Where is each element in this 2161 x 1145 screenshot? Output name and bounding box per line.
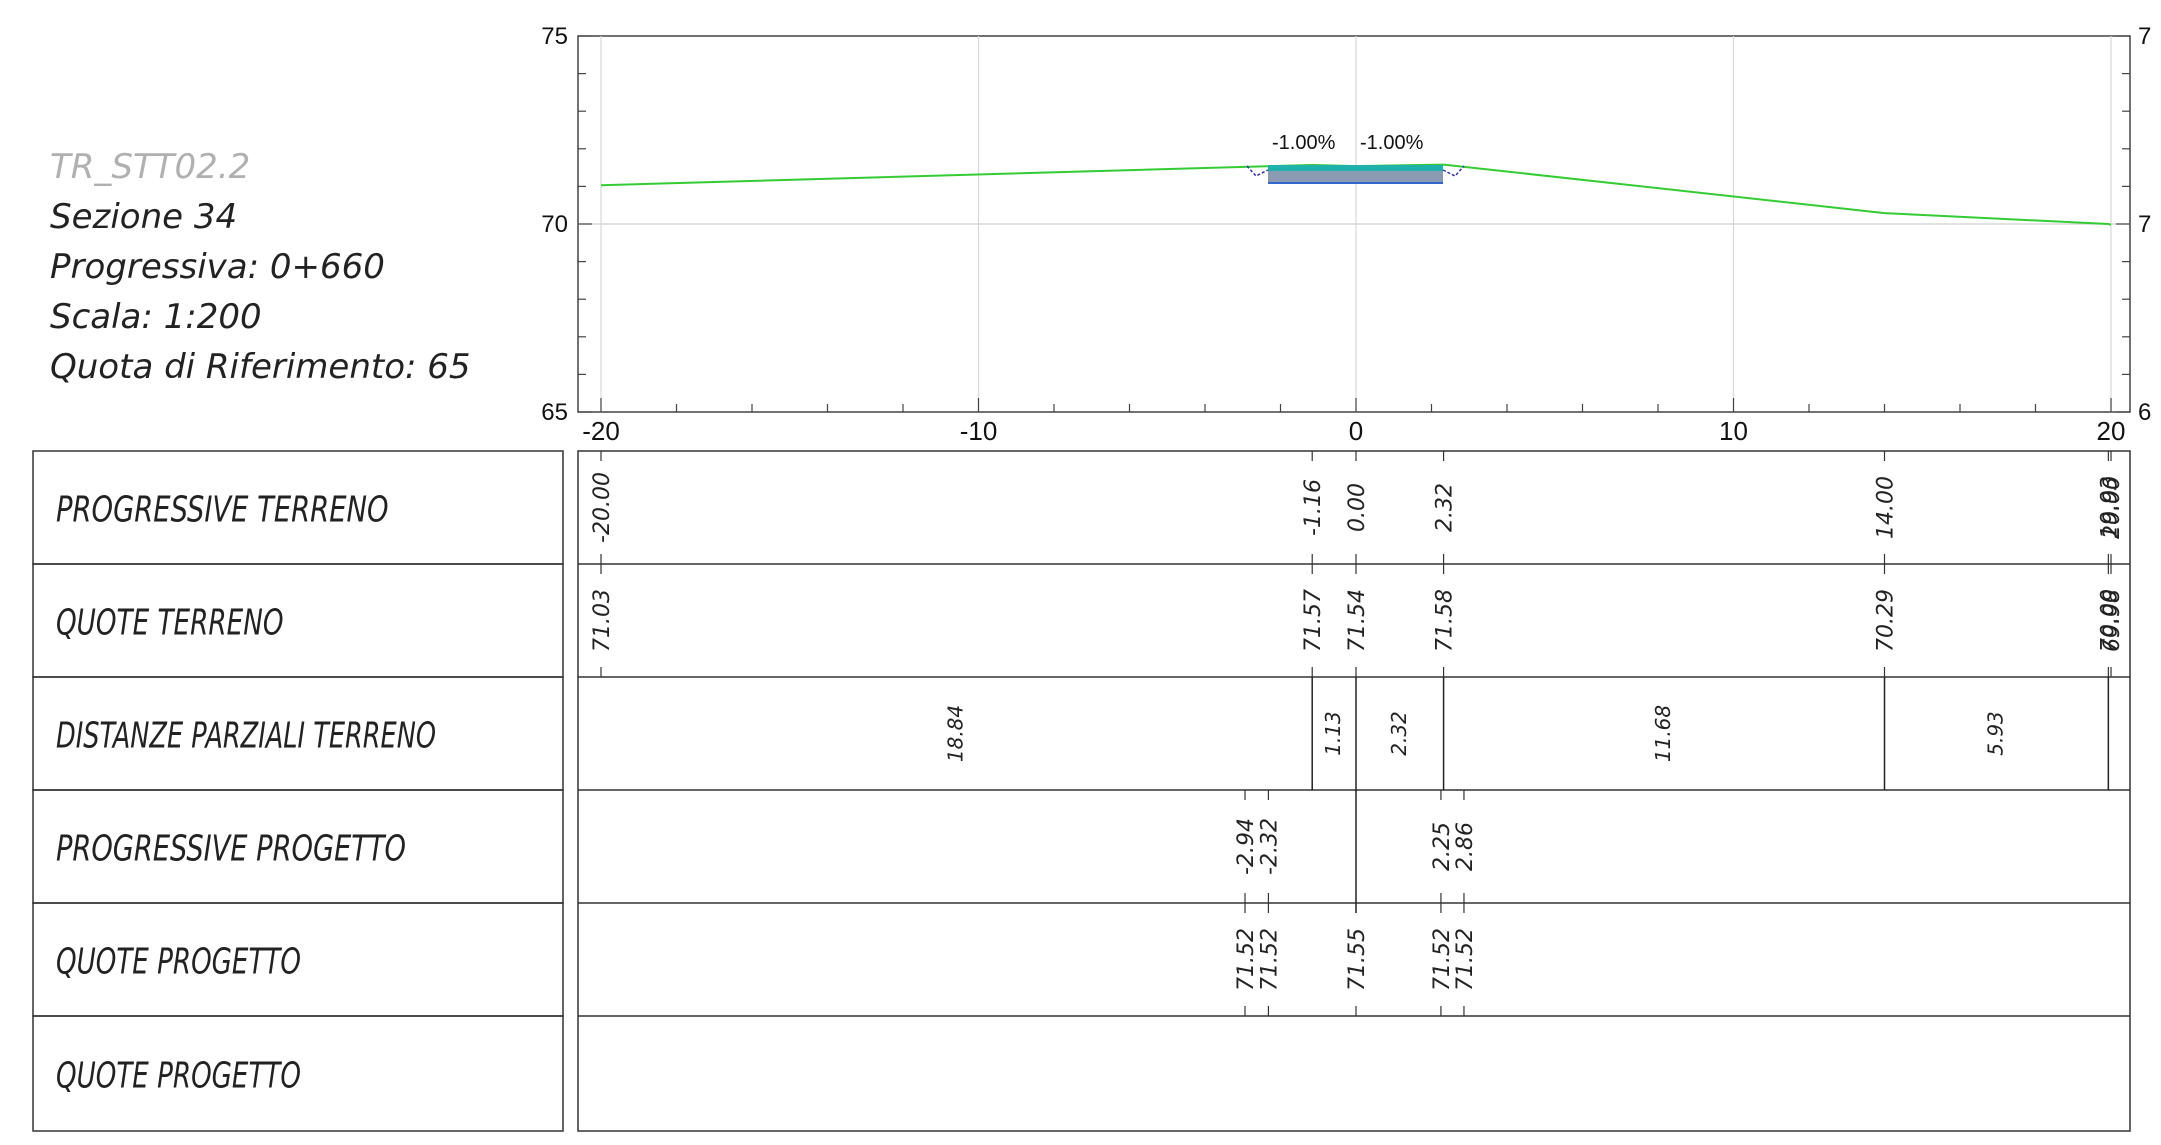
progressive-terreno-value: 20.00 bbox=[2100, 476, 2125, 539]
y-tick-label-right: 6 bbox=[2138, 399, 2151, 426]
title-reference-level: Quota di Riferimento: 65 bbox=[50, 347, 471, 387]
quote-progetto-value: 71.52 bbox=[1453, 928, 1478, 991]
x-tick-label: 0 bbox=[1349, 416, 1363, 446]
progressive-terreno-value: -20.00 bbox=[590, 472, 615, 543]
quote-progetto-value: 71.55 bbox=[1345, 928, 1370, 991]
y-axis-ticks: 75 70 65 7 7 6 bbox=[541, 23, 2151, 426]
title-code: TR_STT02.2 bbox=[50, 147, 250, 187]
quote-terreno-value: 71.57 bbox=[1301, 589, 1326, 652]
progressive-terreno-value: 19.93 bbox=[2097, 476, 2122, 539]
y-tick-label-right: 7 bbox=[2138, 23, 2151, 50]
quote-terreno-value: 70.00 bbox=[2097, 589, 2122, 652]
table-row-dividers bbox=[578, 563, 2130, 1017]
road-pavement bbox=[1246, 165, 1465, 184]
slope-label-right: -1.00% bbox=[1360, 132, 1424, 154]
header-cell bbox=[32, 1015, 564, 1132]
distance-value: 2.32 bbox=[1387, 711, 1411, 756]
quote-progetto-value: 71.52 bbox=[1257, 928, 1282, 991]
x-axis-ticks: -20 -10 0 10 20 bbox=[582, 398, 2125, 446]
quote-progetto-value: 71.52 bbox=[1430, 928, 1455, 991]
pavement-layer-top bbox=[1268, 165, 1443, 171]
progressive-progetto-value: -2.32 bbox=[1257, 818, 1282, 875]
progressive-terreno-value: 14.00 bbox=[1874, 476, 1899, 539]
distance-value: 11.68 bbox=[1651, 705, 1675, 762]
title-section: Sezione 34 bbox=[50, 197, 237, 237]
title-block: TR_STT02.2 Sezione 34 Progressiva: 0+660… bbox=[50, 147, 471, 387]
quote-terreno-value: 71.58 bbox=[1433, 589, 1458, 652]
header-label: PROGRESSIVE PROGETTO bbox=[56, 829, 406, 870]
progressive-terreno-value: 0.00 bbox=[1345, 483, 1370, 532]
header-label: QUOTE PROGETTO bbox=[56, 1056, 301, 1097]
y-tick-label-left: 75 bbox=[541, 23, 568, 50]
x-tick-label: -20 bbox=[582, 416, 620, 446]
ditch-right bbox=[1442, 165, 1465, 177]
progressive-progetto-value: -2.94 bbox=[1234, 818, 1259, 875]
row-progressive-progetto: -2.94-2.32 2.252.86 bbox=[1234, 790, 1478, 913]
ground-profile-line bbox=[600, 163, 2112, 226]
progressive-terreno-value: -1.16 bbox=[1301, 479, 1326, 536]
title-progressive: Progressiva: 0+660 bbox=[50, 247, 385, 287]
y-tick-label-left: 70 bbox=[541, 211, 568, 238]
progressive-progetto-value: 2.86 bbox=[1453, 822, 1478, 871]
y-tick-label-right: 7 bbox=[2138, 211, 2151, 238]
ditch-left bbox=[1246, 165, 1269, 177]
title-scale: Scala: 1:200 bbox=[50, 297, 262, 337]
progressive-terreno-value: 2.32 bbox=[1433, 483, 1458, 532]
x-tick-label: -10 bbox=[960, 416, 998, 446]
vertical-gridlines bbox=[600, 36, 2112, 412]
y-tick-label-left: 65 bbox=[541, 399, 568, 426]
quote-terreno-value: 71.54 bbox=[1345, 589, 1370, 652]
profile-plot: 75 70 65 7 7 6 -20 -10 0 10 20 -1.00% -1.00% bbox=[541, 23, 2151, 446]
quote-terreno-value: 71.03 bbox=[590, 589, 615, 652]
table-header-column: PROGRESSIVE TERRENO QUOTE TERRENO DISTANZE… bbox=[32, 450, 564, 1132]
data-table: PROGRESSIVE TERRENO QUOTE TERRENO DISTANZE… bbox=[32, 450, 2131, 1132]
distance-value: 5.93 bbox=[1983, 711, 2007, 756]
distance-value: 1.13 bbox=[1321, 711, 1345, 756]
quote-progetto-value: 71.52 bbox=[1234, 928, 1259, 991]
table-body-frame bbox=[577, 450, 2131, 1132]
quote-terreno-value: 69.98 bbox=[2100, 589, 2125, 652]
header-label: DISTANZE PARZIALI TERRENO bbox=[56, 716, 436, 757]
row-distanze-parziali: 18.84 1.13 2.32 11.68 5.93 bbox=[944, 677, 2110, 790]
header-label: QUOTE PROGETTO bbox=[56, 942, 301, 983]
progressive-progetto-value: 2.25 bbox=[1430, 822, 1455, 871]
header-label: QUOTE TERRENO bbox=[56, 603, 284, 644]
quote-terreno-value: 70.29 bbox=[1874, 589, 1899, 652]
distance-value: 18.84 bbox=[944, 705, 968, 762]
pavement-layer-body bbox=[1268, 171, 1443, 183]
x-tick-label: 10 bbox=[1719, 416, 1748, 446]
header-label: PROGRESSIVE TERRENO bbox=[56, 490, 389, 531]
x-tick-label: 20 bbox=[2097, 416, 2126, 446]
slope-label-left: -1.00% bbox=[1272, 132, 1336, 154]
